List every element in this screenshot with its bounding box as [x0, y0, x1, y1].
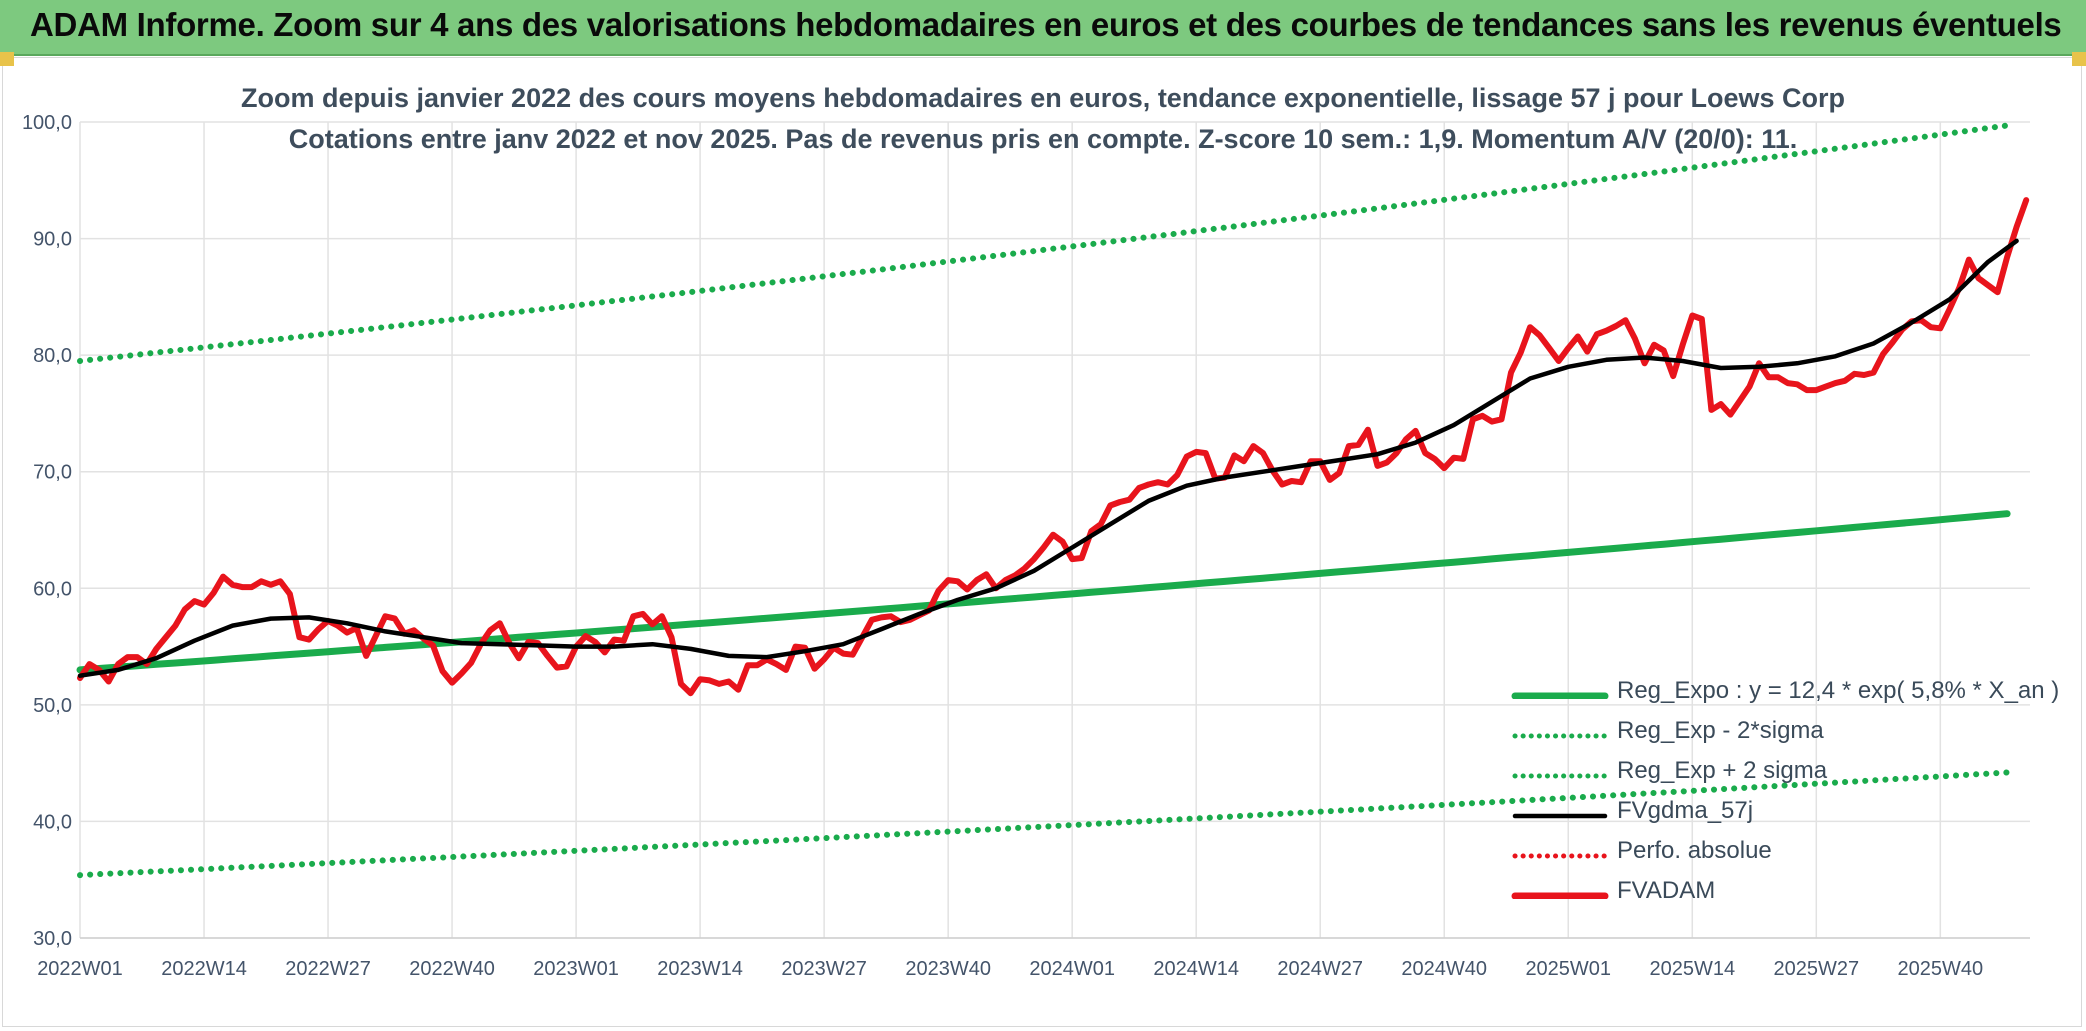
legend-label: Perfo. absolue — [1617, 837, 1772, 864]
legend-label: Reg_Expo : y = 12,4 * exp( 5,8% * X_an ) — [1617, 677, 2060, 704]
x-tick-label: 2023W01 — [533, 958, 619, 980]
y-tick-label: 50,0 — [33, 695, 72, 717]
legend-swatch — [1511, 692, 1609, 699]
legend-swatch — [1512, 773, 1608, 779]
x-tick-label: 2022W27 — [285, 958, 371, 980]
chart-title: Zoom depuis janvier 2022 des cours moyen… — [241, 83, 1845, 113]
y-tick-label: 60,0 — [33, 578, 72, 600]
x-tick-label: 2023W14 — [657, 958, 743, 980]
x-tick-label: 2024W40 — [1401, 958, 1487, 980]
legend-swatch — [1512, 813, 1608, 819]
y-tick-label: 30,0 — [33, 928, 72, 950]
x-tick-label: 2022W40 — [409, 958, 495, 980]
series-reg-exp-plus-2sigma — [77, 122, 2011, 364]
legend-swatch — [1511, 892, 1609, 899]
x-tick-label: 2023W40 — [905, 958, 991, 980]
y-tick-label: 70,0 — [33, 462, 72, 484]
report-title: ADAM Informe. Zoom sur 4 ans des valoris… — [30, 6, 2062, 43]
x-tick-label: 2022W01 — [37, 958, 123, 980]
x-tick-label: 2022W14 — [161, 958, 247, 980]
legend-label: Reg_Exp - 2*sigma — [1617, 717, 1824, 744]
series-reg-exp-minus-2sigma — [77, 769, 2011, 879]
x-tick-label: 2025W01 — [1525, 958, 1611, 980]
x-tick-label: 2025W14 — [1649, 958, 1735, 980]
series-reg-expo — [76, 510, 2011, 674]
y-tick-label: 40,0 — [33, 811, 72, 833]
series-fvadam — [77, 197, 2030, 697]
series-fvgdma-57j — [77, 238, 2019, 678]
legend-swatch — [1512, 733, 1608, 739]
x-tick-label: 2025W27 — [1773, 958, 1859, 980]
x-tick-label: 2024W14 — [1153, 958, 1239, 980]
legend-label: FVgdma_57j — [1617, 797, 1754, 824]
legend-swatch — [1512, 853, 1608, 859]
legend-label: Reg_Exp + 2 sigma — [1617, 757, 1828, 784]
x-tick-label: 2023W27 — [781, 958, 867, 980]
y-tick-label: 80,0 — [33, 345, 72, 367]
y-tick-label: 100,0 — [22, 112, 72, 134]
corner-mark-top-left — [0, 52, 14, 66]
chart-frame — [2, 57, 2082, 1027]
x-tick-label: 2024W27 — [1277, 958, 1363, 980]
y-tick-label: 90,0 — [33, 229, 72, 251]
report-header: ADAM Informe. Zoom sur 4 ans des valoris… — [0, 0, 2086, 56]
x-tick-label: 2025W40 — [1898, 958, 1984, 980]
x-tick-label: 2024W01 — [1029, 958, 1115, 980]
corner-mark-top-right — [2072, 52, 2086, 66]
legend-label: FVADAM — [1617, 877, 1716, 904]
chart-subtitle: Cotations entre janv 2022 et nov 2025. P… — [288, 124, 1798, 154]
